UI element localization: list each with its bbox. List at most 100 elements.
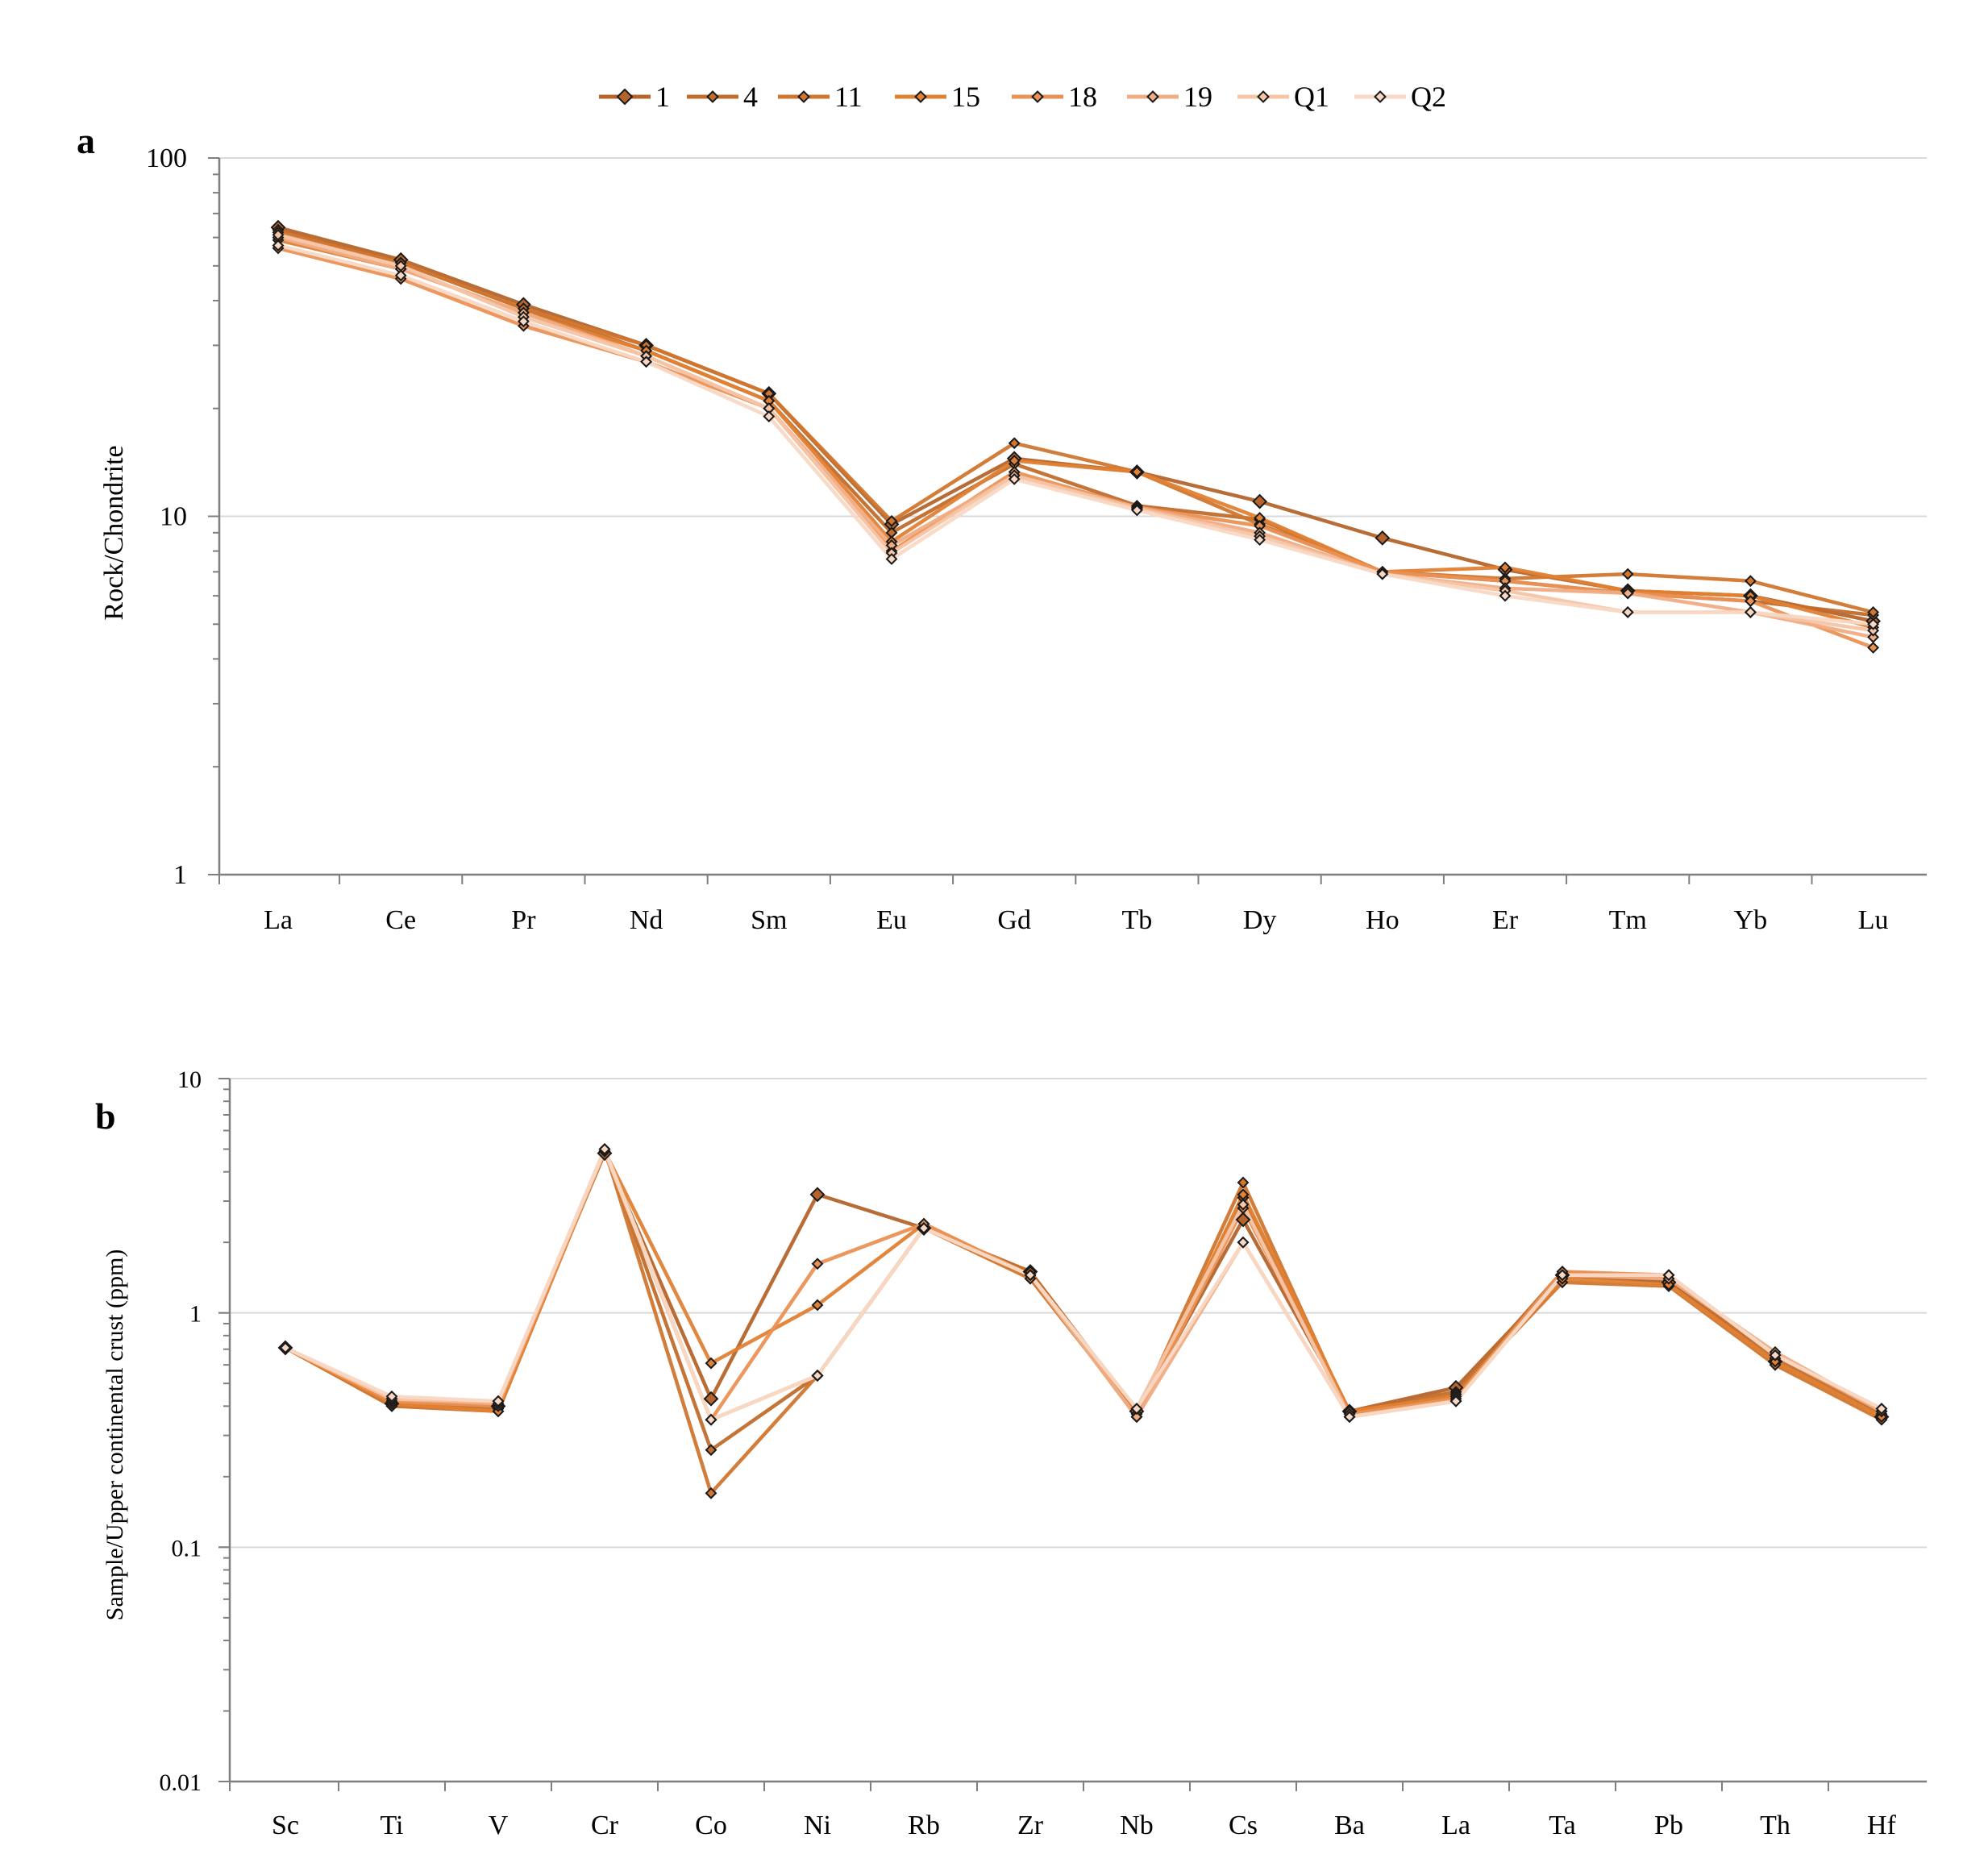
data-point-Q2: [385, 1390, 398, 1403]
data-point-18: [1744, 595, 1757, 608]
grid-b: [230, 1078, 1927, 1549]
data-point-Q2: [598, 1143, 611, 1155]
legend-label-1: 1: [655, 81, 670, 113]
data-point-Q2: [885, 553, 898, 565]
x-category-label: Ti: [380, 1811, 403, 1840]
x-category-label: La: [264, 905, 293, 935]
x-category-label: Ce: [385, 905, 416, 935]
series-a: [270, 219, 1882, 654]
x-category-label: Dy: [1243, 905, 1277, 935]
data-point-Q2: [1769, 1349, 1782, 1362]
legend-marker-4: [706, 90, 719, 103]
legend-label-18: 18: [1068, 81, 1097, 113]
series-line-4: [284, 1149, 1883, 1452]
x-category-label: Gd: [997, 905, 1031, 935]
series-line-Q1: [277, 233, 1874, 633]
data-point-19: [1621, 587, 1634, 600]
data-point-Q2: [517, 315, 530, 328]
y-tick-label: 1: [173, 860, 187, 890]
x-category-label: Pr: [511, 905, 536, 935]
data-point-Q1: [1237, 1198, 1250, 1211]
x-category-label: Er: [1492, 905, 1519, 935]
data-point-Q2: [1024, 1269, 1037, 1282]
data-point-19: [1130, 1411, 1143, 1424]
chart-panel-b: b Sample/Upper continental crust (ppm) 0…: [95, 1066, 1927, 1840]
y-axis-label-b: Sample/Upper continental crust (ppm): [102, 1249, 128, 1621]
data-point-1: [1252, 493, 1268, 509]
legend-label-Q1: Q1: [1294, 81, 1329, 113]
legend-marker-Q2: [1374, 90, 1387, 103]
legend-marker-11: [797, 90, 810, 103]
data-point-15: [1008, 455, 1021, 467]
x-category-label: Rb: [908, 1811, 940, 1840]
x-category-label: Sc: [272, 1811, 299, 1840]
data-point-Q2: [1449, 1395, 1462, 1407]
chart-panel-a: a Rock/Chondrite 1 10 100 La Ce Pr Nd Sm Eu Gd Tb D…: [77, 120, 1927, 935]
series-line-15: [277, 238, 1874, 630]
x-category-label: Hf: [1867, 1811, 1897, 1840]
y-tick-label: 0.1: [172, 1535, 202, 1561]
data-point-11: [1621, 568, 1634, 580]
x-category-label: La: [1441, 1811, 1470, 1840]
data-point-11: [1237, 1176, 1250, 1189]
data-point-1: [809, 1187, 826, 1203]
legend-marker-Q1: [1257, 90, 1270, 103]
series-line-4: [277, 228, 1874, 617]
series-line-Q2: [285, 1147, 1883, 1422]
data-point-Q2: [1237, 1236, 1250, 1249]
data-point-Q2: [1130, 1403, 1143, 1415]
x-category-label: Pb: [1654, 1811, 1683, 1840]
legend-label-19: 19: [1183, 81, 1212, 113]
data-point-19: [1867, 630, 1880, 643]
legend-label-Q2: Q2: [1411, 81, 1446, 113]
data-point-Q2: [1376, 568, 1389, 580]
legend-marker-15: [914, 90, 927, 103]
series-line-11: [277, 231, 1874, 614]
x-category-label: Th: [1760, 1811, 1790, 1840]
y-tick-label: 0.01: [160, 1769, 202, 1796]
axes-b: 0.01 0.1 1 10 Sc Ti V Cr Co Ni Rb Zr Nb Cs Ba La Ta Pb Th H…: [160, 1066, 1927, 1840]
data-point-11: [1744, 575, 1757, 588]
x-category-label: Tm: [1609, 905, 1647, 935]
data-point-15: [1130, 466, 1143, 478]
x-category-label: Ta: [1549, 1811, 1576, 1840]
data-point-Q2: [640, 355, 653, 368]
y-tick-label: 10: [177, 1066, 202, 1093]
x-category-label: Sm: [751, 905, 787, 935]
data-point-15: [811, 1299, 824, 1312]
x-category-label: V: [489, 1811, 509, 1840]
data-point-15: [705, 1357, 717, 1370]
x-category-label: Cr: [591, 1811, 619, 1840]
series-line-Q2: [277, 243, 1874, 626]
data-point-Q2: [272, 239, 285, 252]
data-point-4: [705, 1444, 717, 1457]
legend-marker-19: [1146, 90, 1159, 103]
series-line-1: [277, 226, 1874, 623]
data-point-Q2: [1130, 504, 1143, 517]
x-category-label: Cs: [1229, 1811, 1258, 1840]
data-point-15: [1769, 1355, 1782, 1368]
legend: 1 4 11 15 18 19 Q1 Q2: [599, 81, 1446, 113]
data-point-Q2: [1499, 589, 1512, 602]
data-point-18: [811, 1258, 824, 1270]
legend-marker-1: [616, 88, 634, 106]
data-point-11: [705, 1486, 717, 1499]
data-point-Q1: [1867, 624, 1880, 637]
legend-label-11: 11: [834, 81, 863, 113]
series-line-11: [284, 1147, 1883, 1495]
data-point-18: [1867, 642, 1880, 654]
data-point-Q2: [1621, 606, 1634, 618]
x-category-label: Yb: [1734, 905, 1768, 935]
data-point-15: [1662, 1279, 1675, 1291]
y-tick-label: 10: [160, 502, 187, 532]
data-point-Q2: [763, 410, 776, 423]
series-line-19: [277, 235, 1874, 639]
data-point-15: [1499, 561, 1512, 574]
x-category-label: Nd: [630, 905, 663, 935]
x-category-label: Nb: [1120, 1811, 1154, 1840]
x-category-label: Lu: [1858, 905, 1889, 935]
legend-marker-18: [1031, 90, 1044, 103]
data-point-11: [1867, 606, 1880, 618]
x-category-label: Zr: [1017, 1811, 1044, 1840]
